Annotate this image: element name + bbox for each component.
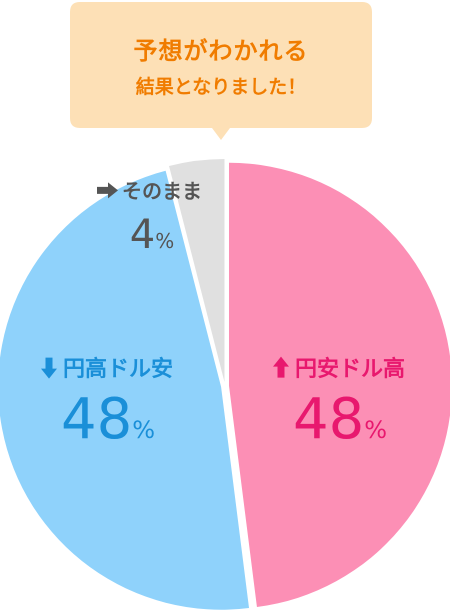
pie-slice (228, 162, 450, 607)
callout-bubble (70, 2, 372, 140)
slice-unit: % (155, 229, 174, 253)
slice-label: 円安ドル高 48% (273, 356, 405, 452)
callout-subtitle: 結果となりました！ (135, 76, 307, 98)
slice-name: 円安ドル高 (295, 356, 405, 382)
slice-unit: % (132, 416, 155, 444)
slice-value: 48 (293, 387, 364, 452)
slice-label: 円高ドル安 48% (41, 356, 173, 452)
pie-slices (0, 159, 450, 610)
slice-name: 円高ドル安 (63, 356, 173, 382)
slice-value: 48 (61, 387, 132, 452)
callout-shape (70, 2, 372, 140)
up-arrow-icon (273, 356, 289, 378)
slice-value-label: 4% (130, 212, 174, 258)
down-arrow-icon (41, 357, 57, 379)
pie-slice (0, 170, 250, 610)
slice-label: そのまま 4% (97, 179, 202, 258)
slice-value-label: 48% (293, 387, 387, 452)
right-arrow-icon (97, 182, 118, 199)
slice-value: 4 (130, 212, 155, 258)
pie-labels: 円安ドル高 48% 円高ドル安 48% そのまま 4% (41, 179, 405, 452)
pie-slice (169, 159, 225, 383)
callout-title: 予想がわかれる (133, 37, 309, 65)
slice-value-label: 48% (61, 387, 155, 452)
slice-name: そのまま (122, 179, 202, 203)
slice-unit: % (364, 416, 387, 444)
